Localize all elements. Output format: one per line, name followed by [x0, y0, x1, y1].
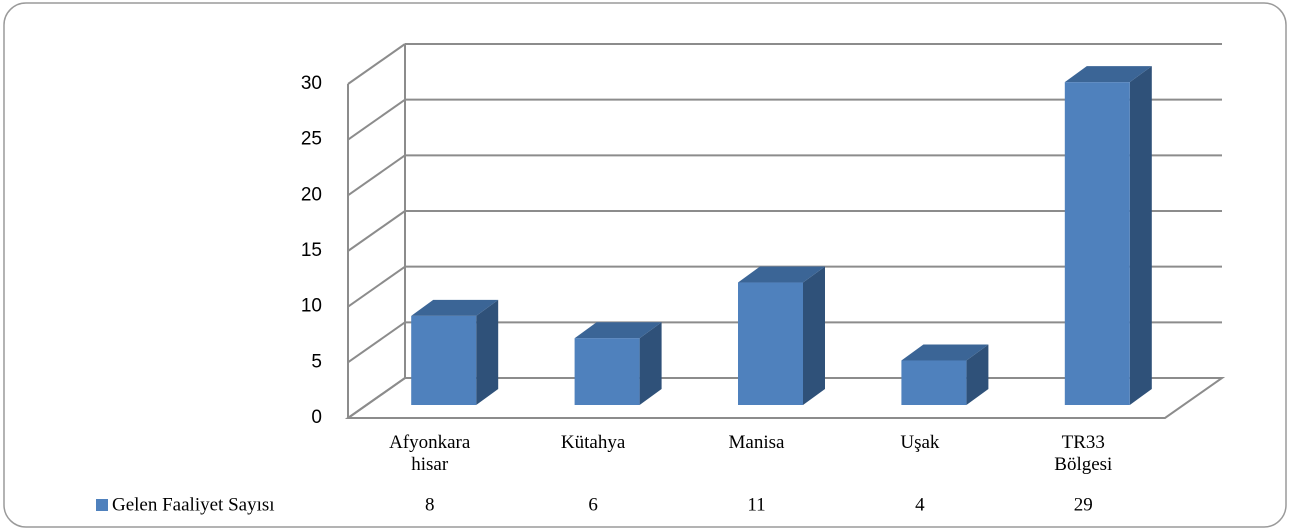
y-tick-label: 20 [301, 184, 322, 205]
x-tick-label: Uşak [900, 432, 940, 453]
bar-top [411, 299, 499, 316]
bar [574, 338, 640, 405]
y-tick-label: 0 [311, 407, 322, 428]
bar-side [476, 299, 499, 405]
y-tick-label: 15 [301, 240, 322, 261]
bar-top [1064, 66, 1152, 83]
y-tick-label: 5 [311, 351, 322, 372]
x-tick-label: Afyonkara hisar [389, 432, 471, 475]
bar [738, 282, 803, 405]
bar-top [901, 344, 989, 361]
bar-top [574, 322, 662, 339]
x-tick-label: Manisa [728, 432, 785, 453]
bar [901, 360, 967, 405]
legend-label: Gelen Faaliyet Sayısı [112, 494, 275, 515]
grid-line [347, 98, 406, 141]
bar [1064, 82, 1130, 405]
table-value: 6 [588, 494, 598, 515]
legend-swatch [96, 499, 108, 511]
grid-line [347, 321, 406, 364]
bar-side [803, 266, 825, 405]
table-value: 8 [425, 494, 435, 515]
table-value: 11 [747, 494, 765, 515]
bar-top [738, 266, 825, 283]
bar [411, 315, 477, 405]
y-tick-label: 30 [301, 73, 322, 94]
x-tick-label: TR33 Bölgesi [1054, 432, 1113, 475]
table-value: 4 [915, 494, 925, 515]
y-tick-label: 10 [301, 296, 322, 317]
x-tick-label: Kütahya [560, 432, 626, 453]
y-tick-label: 25 [301, 129, 322, 150]
bar-side [1129, 66, 1152, 405]
grid-line [347, 154, 406, 197]
grid-line [347, 265, 406, 308]
grid-line [347, 43, 406, 85]
table-value: 29 [1074, 494, 1093, 515]
bar-side [966, 344, 989, 405]
grid-line [347, 210, 406, 252]
grid-line [347, 377, 406, 419]
bar-side [639, 322, 662, 405]
